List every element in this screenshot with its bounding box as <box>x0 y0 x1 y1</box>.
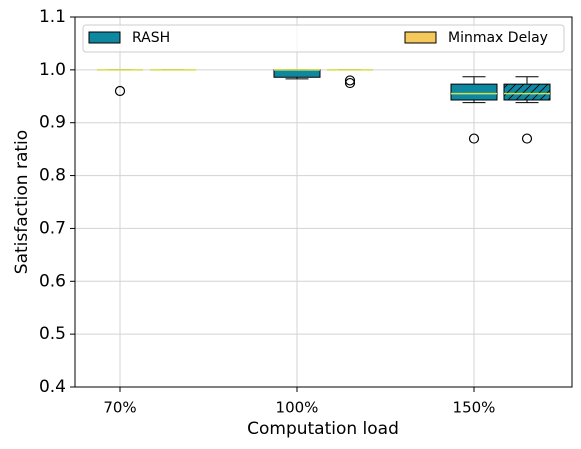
flier <box>521 133 533 144</box>
legend-swatch <box>88 31 121 44</box>
y-tick-label: 1.1 <box>39 7 66 27</box>
x-axis-label: Computation load <box>247 419 399 439</box>
plot-frame <box>74 16 573 388</box>
flier <box>344 75 356 86</box>
y-tick-label: 0.7 <box>39 218 66 238</box>
y-tick-label: 0.8 <box>39 166 66 186</box>
x-tick-label: 70% <box>103 399 136 417</box>
box-hatch <box>504 84 550 100</box>
y-tick-label: 0.5 <box>39 324 66 344</box>
legend: RASH Minmax Delay <box>82 24 565 53</box>
legend-label: Minmax Delay <box>448 30 548 46</box>
x-tick-label: 150% <box>453 399 496 417</box>
box <box>450 83 498 101</box>
legend-frame <box>82 24 565 53</box>
x-tick-label: 100% <box>276 399 319 417</box>
y-axis-label: Satisfaction ratio <box>12 130 32 274</box>
y-tick-label: 0.4 <box>39 377 66 397</box>
y-tick-label: 0.9 <box>39 113 66 133</box>
flier <box>344 77 356 89</box>
legend-label: RASH <box>132 30 170 46</box>
y-tick-label: 1.0 <box>39 60 66 80</box>
legend-swatch <box>404 31 437 44</box>
y-tick-label: 0.6 <box>39 271 66 291</box>
flier <box>468 133 480 144</box>
box <box>273 69 321 78</box>
flier <box>114 85 126 97</box>
